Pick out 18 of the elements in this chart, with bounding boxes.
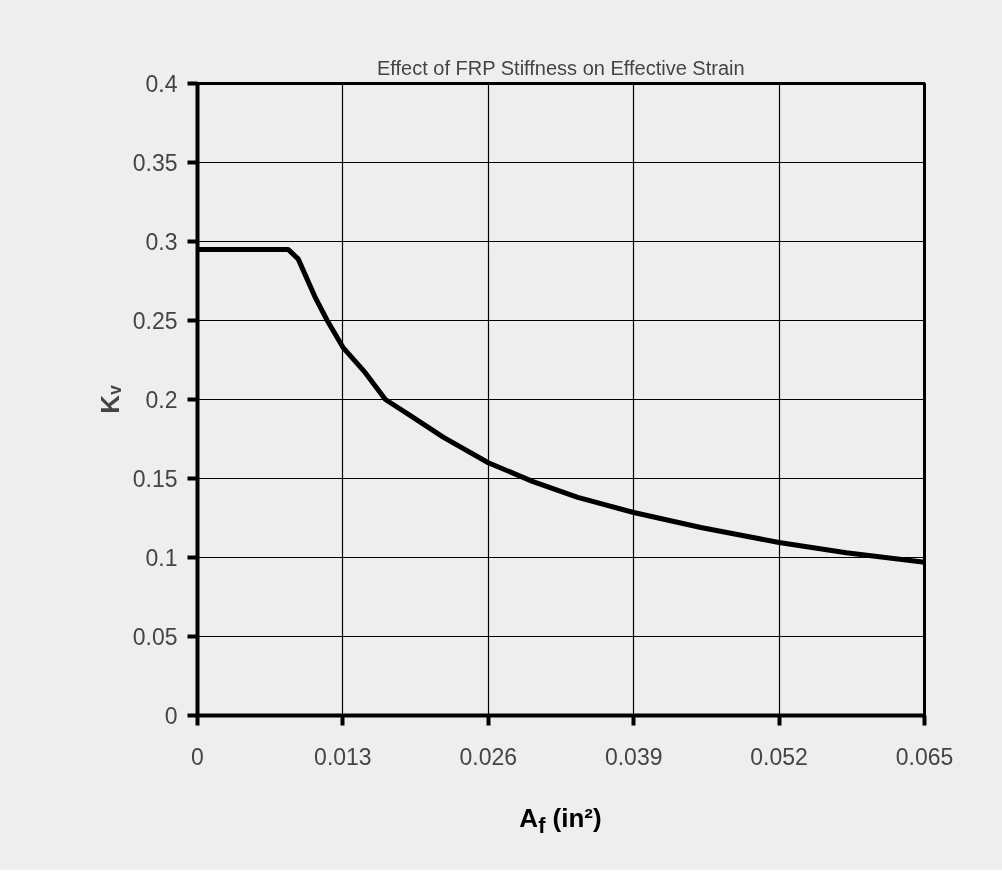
y-tick-label: 0.1 (145, 545, 178, 571)
x-tick-label: 0.039 (604, 743, 663, 770)
y-tick-label: 0.05 (132, 624, 178, 650)
y-tick-label: 0.15 (132, 466, 178, 492)
y-tick-label: 0.2 (145, 387, 178, 413)
x-axis-title: A$_{f}$ (in²) (519, 802, 602, 841)
y-tick-label: 0.3 (145, 229, 178, 255)
x-tick-label: 0.026 (459, 743, 518, 770)
x-tick-label: 0.013 (314, 743, 372, 770)
x-tick-label: 0 (191, 743, 204, 770)
y-tick-label: 0.35 (132, 150, 178, 176)
x-tick-label: 0.065 (895, 743, 954, 770)
y-axis-title: Kᵥ (94, 384, 125, 414)
y-tick-label: 0.4 (145, 71, 178, 97)
y-tick-label: 0 (164, 703, 178, 729)
y-tick-label: 0.25 (132, 308, 178, 334)
x-tick-label: 0.052 (750, 743, 808, 770)
chart-title: Effect of FRP Stiffness on Effective Strain (377, 56, 745, 79)
